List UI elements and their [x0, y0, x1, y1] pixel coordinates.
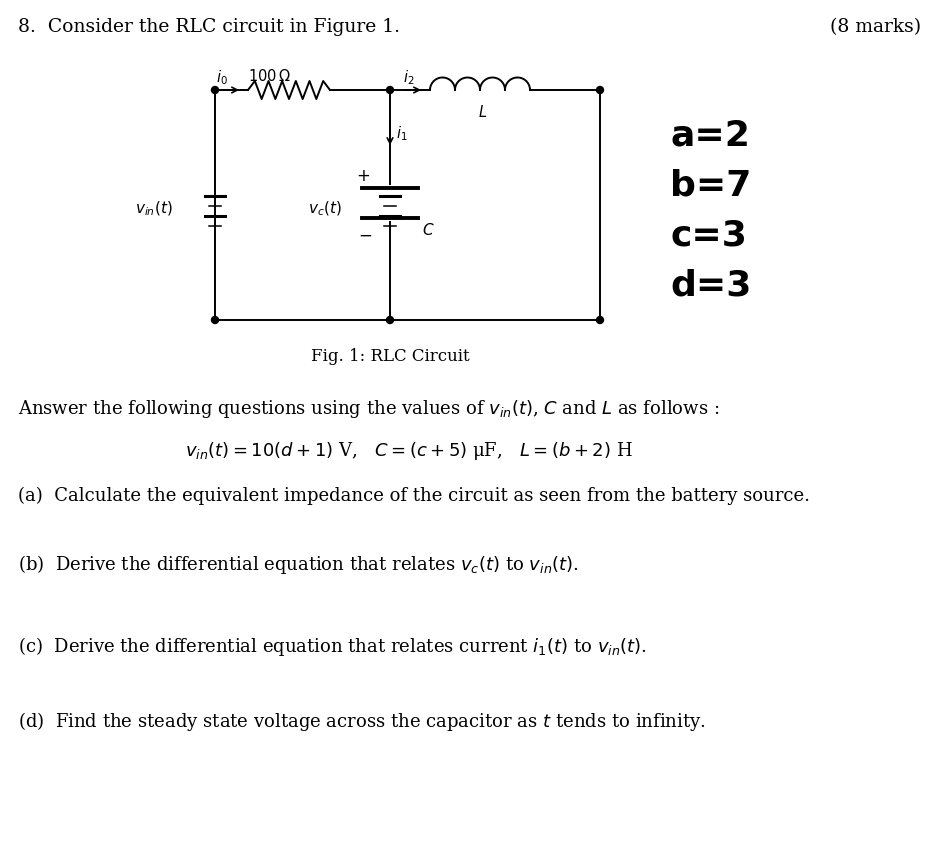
Text: Fig. 1: RLC Circuit: Fig. 1: RLC Circuit	[311, 348, 470, 365]
Text: (8 marks): (8 marks)	[830, 18, 921, 36]
Circle shape	[211, 86, 219, 93]
Text: $v_c(t)$: $v_c(t)$	[308, 200, 342, 219]
Text: b=7: b=7	[670, 168, 751, 202]
Text: $-$: $-$	[358, 227, 372, 244]
Text: c=3: c=3	[670, 218, 747, 252]
Text: $v_{in}(t)$: $v_{in}(t)$	[135, 200, 173, 219]
Circle shape	[211, 317, 219, 324]
Text: 8.  Consider the RLC circuit in Figure 1.: 8. Consider the RLC circuit in Figure 1.	[18, 18, 400, 36]
Text: (a)  Calculate the equivalent impedance of the circuit as seen from the battery : (a) Calculate the equivalent impedance o…	[18, 487, 810, 506]
Circle shape	[596, 317, 604, 324]
Text: $C$: $C$	[422, 222, 435, 238]
Text: $i_2$: $i_2$	[403, 68, 414, 86]
Text: $i_0$: $i_0$	[216, 68, 228, 86]
Text: d=3: d=3	[670, 268, 751, 302]
Text: $+$: $+$	[356, 168, 370, 185]
Text: Answer the following questions using the values of $v_{in}(t)$, $C$ and $L$ as f: Answer the following questions using the…	[18, 398, 719, 420]
Text: (d)  Find the steady state voltage across the capacitor as $t$ tends to infinity: (d) Find the steady state voltage across…	[18, 710, 706, 733]
Text: $v_{in}(t) = 10(d+1)$ V,   $C = (c+5)$ μF,   $L = (b+2)$ H: $v_{in}(t) = 10(d+1)$ V, $C = (c+5)$ μF,…	[185, 440, 633, 462]
Text: (c)  Derive the differential equation that relates current $i_1(t)$ to $v_{in}(t: (c) Derive the differential equation tha…	[18, 635, 647, 658]
Circle shape	[387, 86, 393, 93]
Text: $i_1$: $i_1$	[396, 124, 408, 142]
Text: a=2: a=2	[670, 118, 750, 152]
Circle shape	[387, 317, 393, 324]
Circle shape	[596, 86, 604, 93]
Text: $100\,\Omega$: $100\,\Omega$	[248, 68, 291, 84]
Text: $L$: $L$	[478, 104, 487, 120]
Text: (b)  Derive the differential equation that relates $v_c(t)$ to $v_{in}(t)$.: (b) Derive the differential equation tha…	[18, 553, 578, 576]
